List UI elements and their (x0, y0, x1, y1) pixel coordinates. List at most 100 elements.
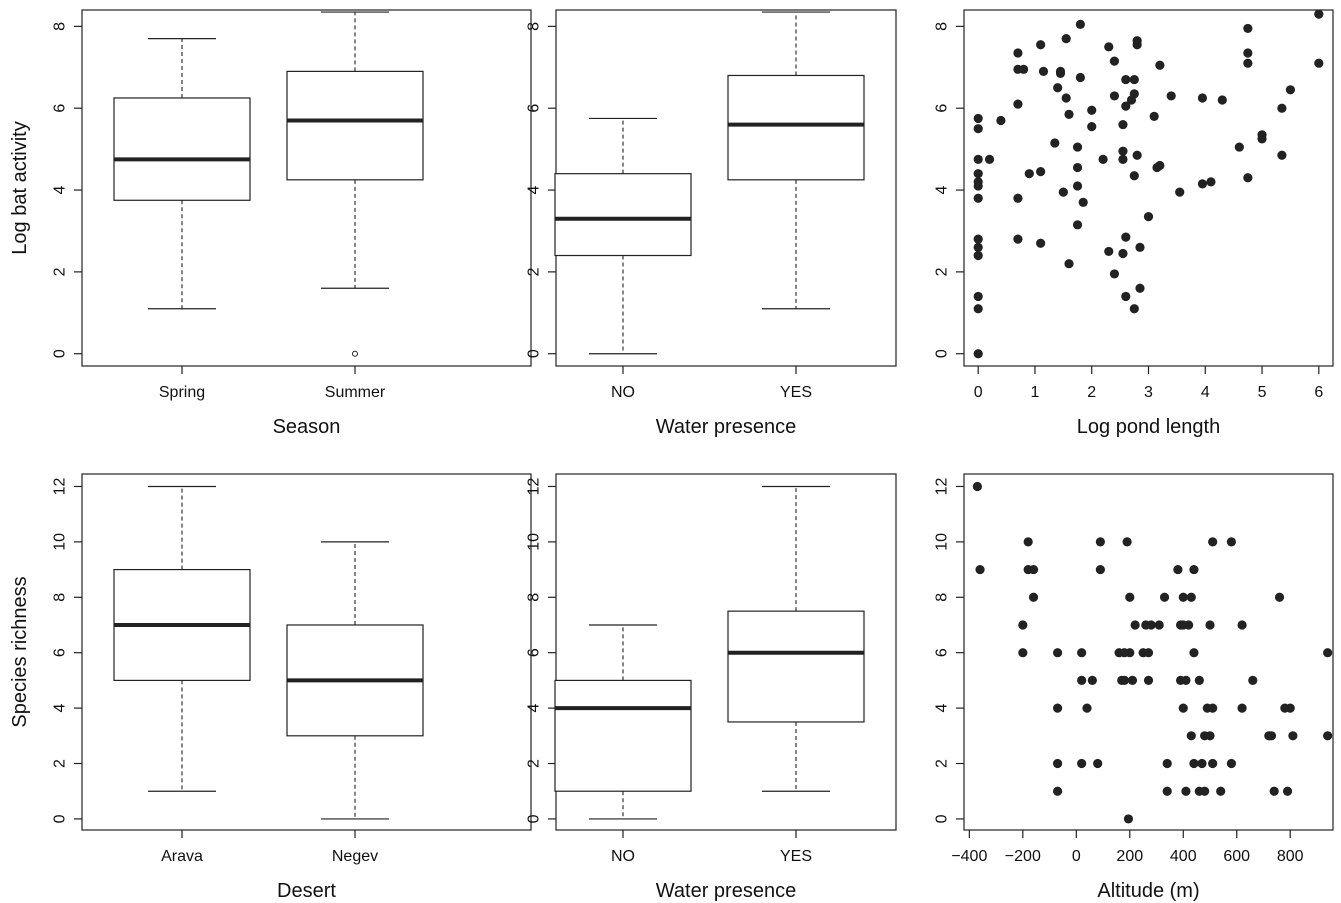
scatter-point (1109, 269, 1120, 279)
y-tick-label: 8 (526, 593, 543, 602)
scatter-point (1162, 758, 1172, 769)
scatter-point (1122, 537, 1132, 547)
y-axis-label: Species richness (9, 576, 31, 727)
scatter-point (1052, 786, 1063, 796)
scatter-point (1154, 620, 1164, 630)
x-tick-label: Negev (332, 848, 378, 865)
scatter-point (1285, 85, 1296, 95)
scatter-point (1052, 758, 1063, 769)
panel-3: 0 2 4 6 8 Log pond length 0 1 2 3 4 5 6 (934, 9, 1334, 438)
scatter-point (1226, 758, 1236, 769)
scatter-point (973, 193, 983, 203)
scatter-point (1087, 122, 1097, 132)
scatter-point (973, 349, 983, 359)
scatter-point (1189, 648, 1199, 658)
x-tick-label: NO (611, 384, 635, 401)
scatter-point (1129, 304, 1139, 314)
y-tick-label: 8 (52, 22, 69, 31)
scatter-point (973, 124, 983, 134)
scatter-point (1077, 675, 1087, 685)
scatter-point (1243, 23, 1253, 34)
scatter-point (1061, 34, 1071, 44)
plot-frame (963, 9, 1334, 367)
x-tick-label: Summer (325, 384, 386, 401)
scatter-point (1175, 187, 1185, 197)
scatter-point (1130, 620, 1140, 630)
panel-2: 0 2 4 6 8 Water presence NO YES (526, 9, 897, 438)
scatter-point (1052, 703, 1063, 713)
y-tick-label: 6 (52, 648, 69, 657)
scatter-point (1118, 154, 1128, 164)
x-tick-label: 6 (1314, 384, 1323, 401)
scatter-point (1274, 592, 1285, 602)
y-tick-label: 6 (526, 648, 543, 657)
scatter-point (1181, 675, 1191, 685)
y-tick-label: 4 (934, 704, 951, 713)
scatter-point (1075, 19, 1085, 29)
scatter-point (1323, 731, 1333, 741)
scatter-point (1269, 786, 1279, 796)
scatter-point (1129, 171, 1139, 181)
scatter-point (1064, 259, 1074, 269)
y-tick-label: 8 (934, 593, 951, 602)
y-tick-label: 12 (934, 477, 951, 495)
scatter-point (1018, 648, 1028, 658)
scatter-point (1132, 150, 1142, 160)
scatter-point (1234, 142, 1244, 152)
scatter-point (1013, 234, 1023, 244)
scatter-point (1200, 786, 1210, 796)
scatter-point (1162, 786, 1172, 796)
scatter-point (1237, 703, 1247, 713)
scatter-point (1184, 620, 1194, 630)
x-tick-label: NO (611, 848, 635, 865)
scatter-point (1143, 212, 1154, 222)
scatter-point (1013, 99, 1023, 109)
scatter-point (1205, 620, 1215, 630)
x-tick-label: −400 (951, 848, 987, 865)
scatter-point (975, 564, 985, 575)
scatter-point (1266, 731, 1277, 741)
scatter-point (1098, 154, 1108, 164)
y-tick-label: 0 (52, 349, 69, 358)
scatter-point (973, 304, 983, 314)
scatter-point (1118, 248, 1128, 259)
scatter-point (1036, 167, 1046, 177)
scatter-point (1104, 246, 1114, 257)
scatter-point (1237, 620, 1247, 630)
scatter-point (1072, 142, 1083, 152)
x-axis-label: Desert (277, 880, 336, 902)
y-tick-label: 10 (526, 533, 543, 551)
scatter-point (1277, 103, 1287, 113)
scatter-point (1104, 42, 1114, 52)
scatter-point (973, 177, 983, 187)
scatter-point (1155, 60, 1165, 70)
plot-frame (81, 473, 532, 831)
x-tick-label: 200 (1116, 848, 1143, 865)
x-tick-label: 400 (1170, 848, 1197, 865)
box-no (554, 679, 692, 792)
x-axis-label: Water presence (656, 880, 796, 902)
scatter-point (1282, 786, 1293, 796)
x-tick-label: 800 (1277, 848, 1304, 865)
scatter-point (1277, 150, 1287, 160)
scatter-point (1013, 48, 1023, 58)
y-tick-label: 6 (934, 648, 951, 657)
y-axis-label: Log bat activity (9, 121, 31, 254)
scatter-point (1028, 592, 1039, 602)
scatter-point (1119, 675, 1130, 685)
scatter-point (1082, 703, 1092, 713)
scatter-point (1178, 592, 1188, 602)
x-tick-label: 4 (1201, 384, 1210, 401)
x-tick-label: 3 (1144, 384, 1153, 401)
scatter-point (1075, 72, 1085, 83)
scatter-point (1216, 786, 1226, 796)
scatter-point (1087, 105, 1097, 115)
scatter-point (1243, 48, 1253, 58)
scatter-point (1052, 648, 1063, 658)
scatter-point (1135, 283, 1145, 293)
scatter-point (1194, 675, 1204, 685)
scatter-point (1058, 187, 1068, 197)
x-tick-label: 600 (1223, 848, 1250, 865)
y-tick-label: 2 (526, 759, 543, 768)
x-axis-label: Log pond length (1077, 416, 1220, 438)
